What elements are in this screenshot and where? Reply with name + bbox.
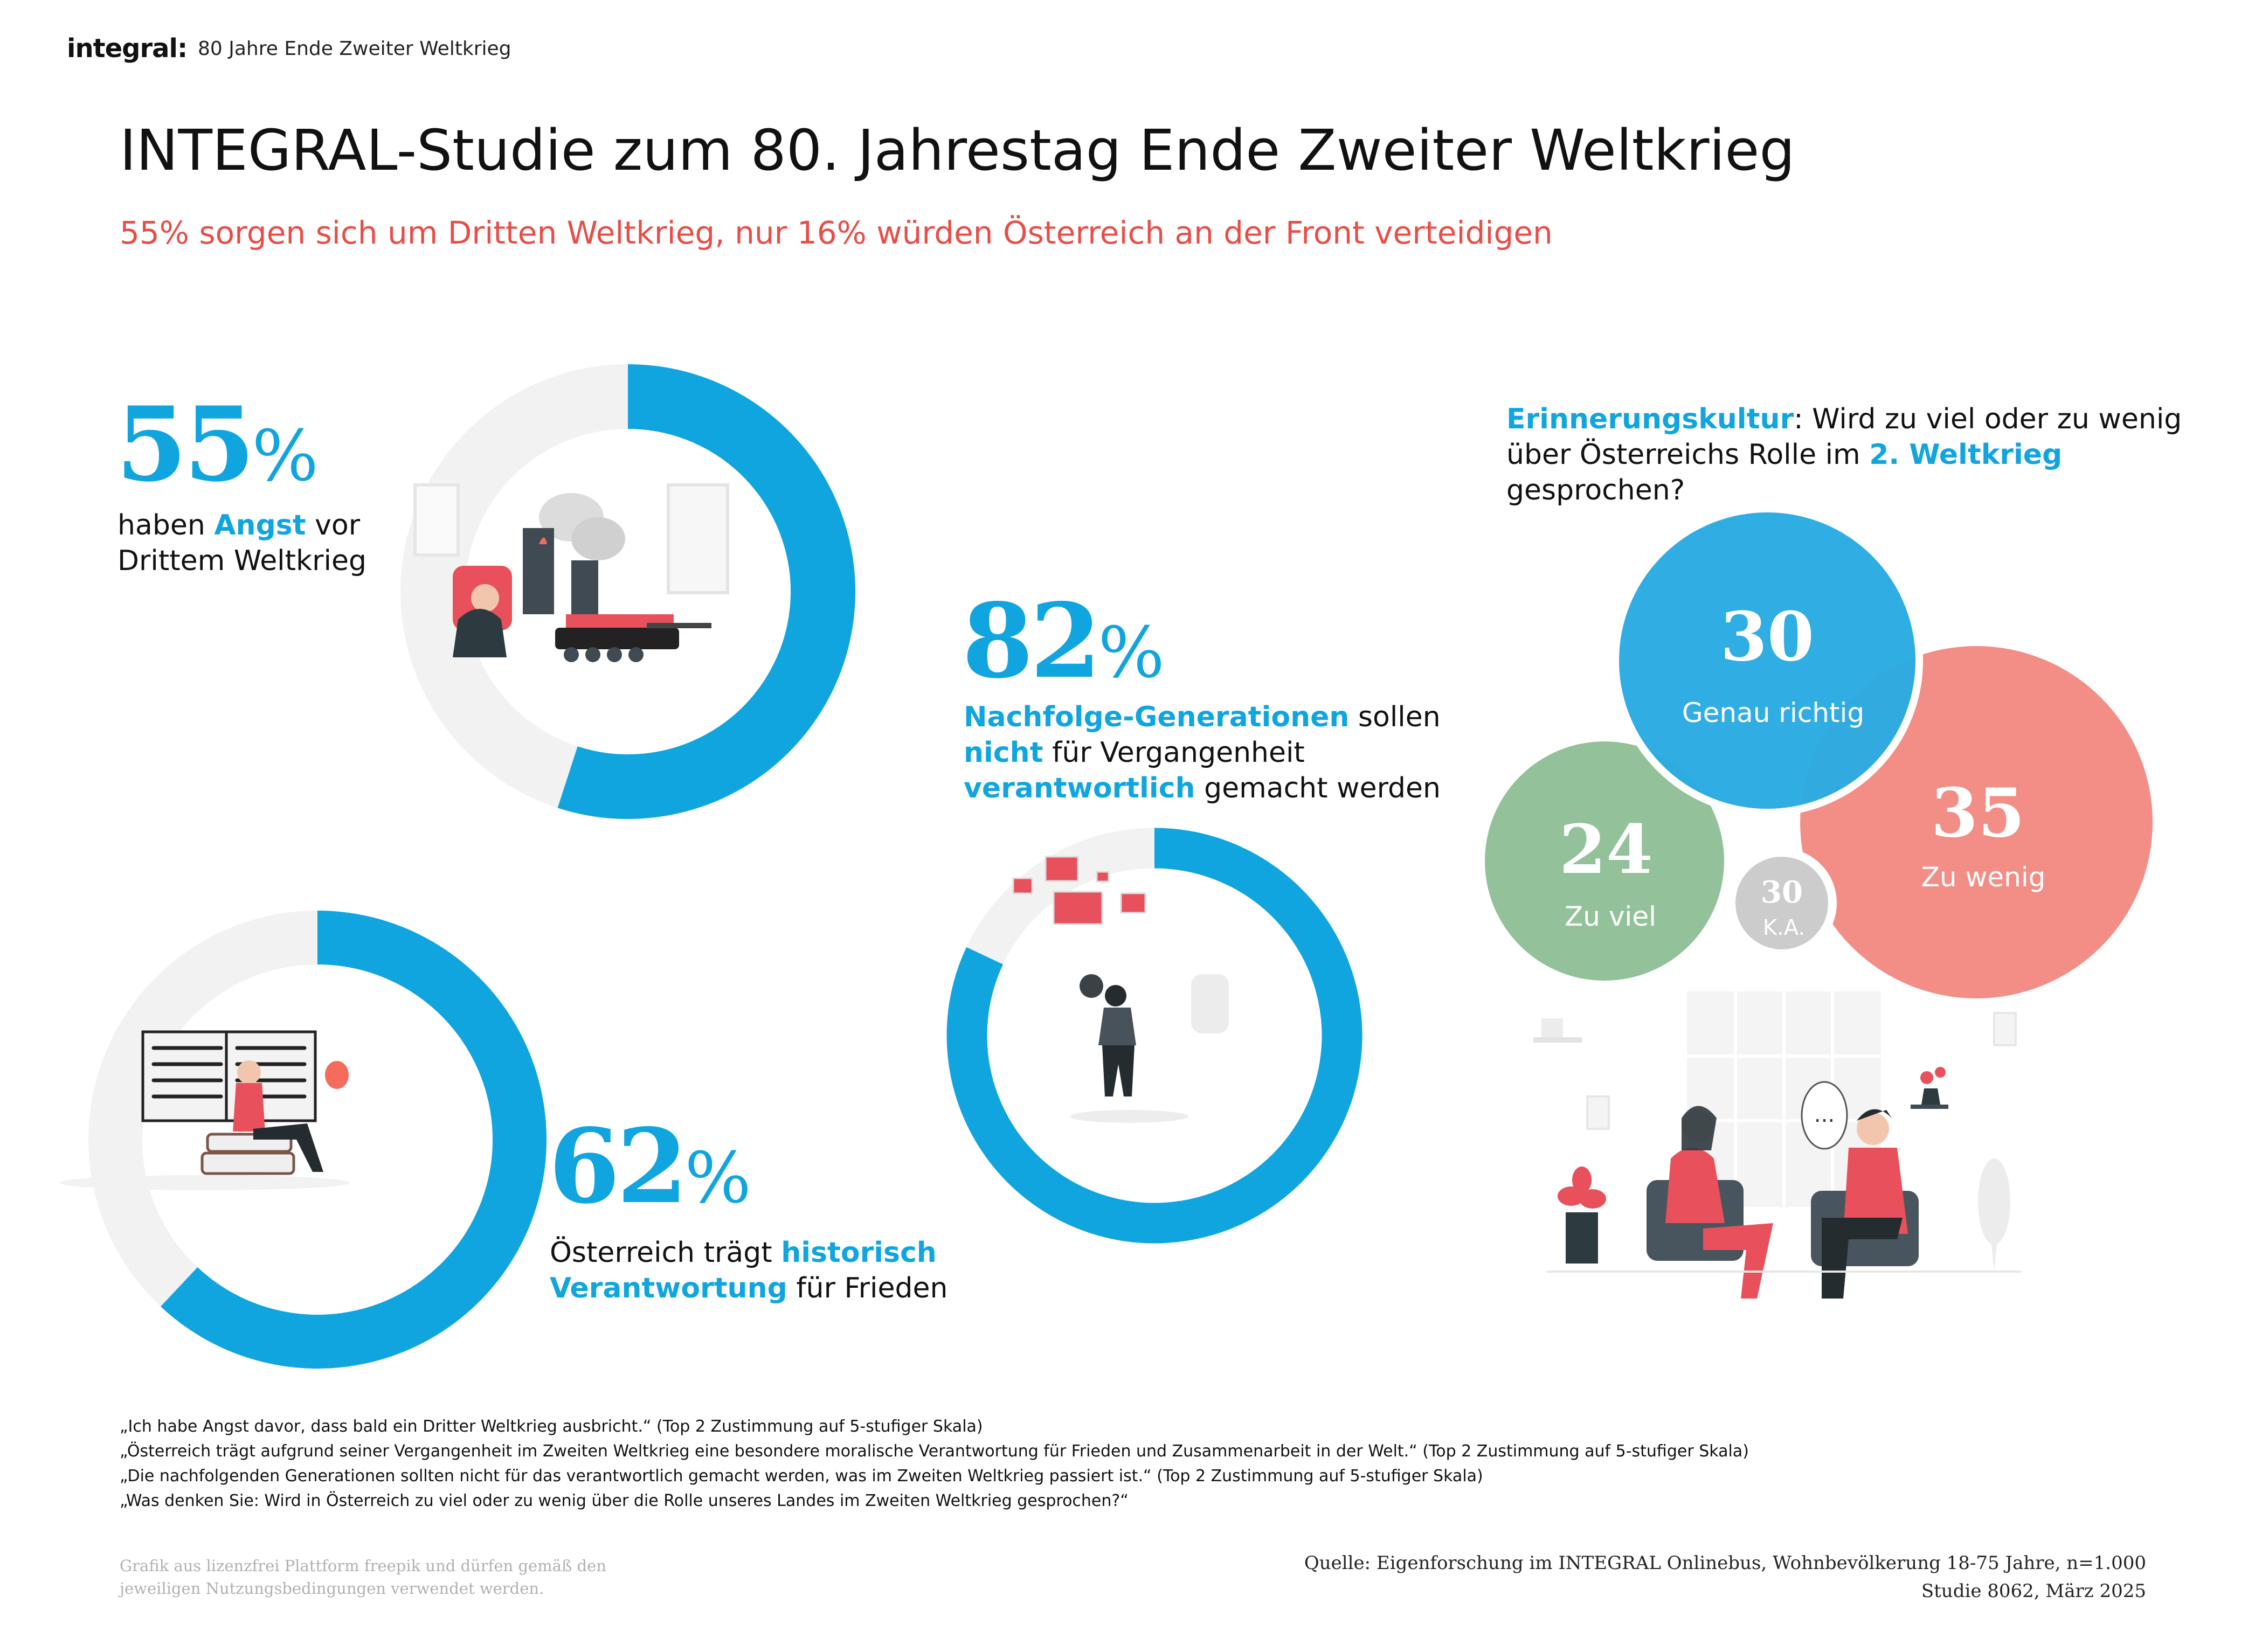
footnotes: „Ich habe Angst davor, dass bald ein Dri… [120,1414,1749,1514]
text: für Frieden [787,1272,948,1304]
donut-chart-responsibility [59,911,547,1369]
source-line: Quelle: Eigenforschung im INTEGRAL Onlin… [1304,1552,2146,1574]
bubble-zu-viel [1485,741,1724,981]
footnote: „Ich habe Angst davor, dass bald ein Dri… [120,1417,983,1436]
donut-value-arc [557,364,855,819]
donut-chart-fear [400,364,855,819]
stat-number: 62 [549,1106,688,1226]
text: Drittem Weltkrieg [117,545,366,577]
header-subtitle: 80 Jahre Ende Zweiter Weltkrieg [198,38,511,60]
stat-next-generations-description: Nachfolge-Generationen sollen nicht für … [964,699,1441,806]
bubble-label-ka: K.A. [1763,915,1805,940]
highlight: Verantwortung [550,1272,787,1304]
text: vor [306,509,361,542]
bubble-label-genau-richtig: Genau richtig [1682,697,1864,728]
highlight: verantwortlich [964,772,1195,804]
credit-line: Grafik aus lizenzfrei Plattform freepik … [120,1557,606,1575]
stat-number: 55 [116,384,255,504]
integral-logo: integral: [67,33,188,64]
anxious-man-war-scene-illustration [413,483,729,662]
bubble-value-ka: 30 [1761,874,1803,910]
highlight: Nachfolge-Generationen [964,701,1350,733]
highlight: Angst [214,509,306,542]
study-line: Studie 8062, März 2025 [1921,1580,2146,1602]
remembrance-question: Erinnerungskultur: Wird zu viel oder zu … [1506,401,2207,508]
donut-value-arc [946,828,1362,1244]
bubble-label-zu-viel: Zu viel [1565,901,1656,932]
footnote: „Was denken Sie: Wird in Österreich zu v… [120,1491,1129,1510]
woman-reading-book-illustration [59,1030,350,1190]
highlight: historisch [781,1237,937,1269]
text: über Österreichs Rolle im [1506,439,1870,471]
stat-fear-description: haben Angst vor Drittem Weltkrieg [117,508,366,579]
text: haben [117,509,215,542]
donut-value-arc [161,911,547,1369]
text: gemacht werden [1195,772,1441,804]
bubble-value-zu-viel: 24 [1559,810,1653,889]
stat-responsibility-description: Österreich trägt historisch Verantwortun… [550,1235,947,1306]
highlight: Erinnerungskultur [1506,403,1794,435]
footnote: „Die nachfolgenden Generationen sollten … [120,1467,1483,1486]
two-people-talking-illustration: ... [1533,991,2021,1299]
bubble-label-zu-wenig: Zu wenig [1921,862,2046,893]
stat-fear-value: 55% [116,393,319,496]
footnote: „Österreich trägt aufgrund seiner Vergan… [120,1442,1749,1461]
highlight: 2. Weltkrieg [1869,439,2063,471]
speech-bubble-dots: ... [1814,1102,1835,1127]
text: sollen [1349,701,1441,733]
stat-responsibility-value: 62% [549,1115,751,1218]
text: Österreich trägt [550,1237,781,1269]
text: : Wird zu viel oder zu wenig [1794,403,2182,435]
speech-bubble-icon [1801,1081,1848,1150]
source-note: Quelle: Eigenforschung im INTEGRAL Onlin… [1304,1549,2146,1605]
text: für Vergangenheit [1043,737,1305,769]
bubble-value-genau-richtig: 30 [1720,598,1814,676]
stat-unit: % [684,1137,751,1219]
text: gesprochen? [1506,474,1685,506]
page-subtitle: 55% sorgen sich um Dritten Weltkrieg, nu… [120,214,1553,251]
woman-looking-at-pictures-illustration [1012,856,1229,1123]
bubble-ka [1727,848,1837,958]
stat-number: 82 [962,581,1101,701]
stat-next-generations-value: 82% [962,590,1165,692]
bubble-genau-richtig [1611,505,1923,816]
stat-unit: % [252,415,319,497]
bubble-value-zu-wenig: 35 [1931,774,2025,852]
credit-line: jeweiligen Nutzungsbedingungen verwendet… [120,1579,544,1598]
page-title: INTEGRAL-Studie zum 80. Jahrestag Ende Z… [120,117,1795,183]
bubble-chart-remembrance: 30 Genau richtig 35 Zu wenig 24 Zu viel … [1485,505,2153,998]
image-credit: Grafik aus lizenzfrei Plattform freepik … [120,1554,606,1600]
highlight: nicht [964,737,1043,769]
donut-chart-next-generations [946,828,1362,1244]
stat-unit: % [1098,612,1165,693]
